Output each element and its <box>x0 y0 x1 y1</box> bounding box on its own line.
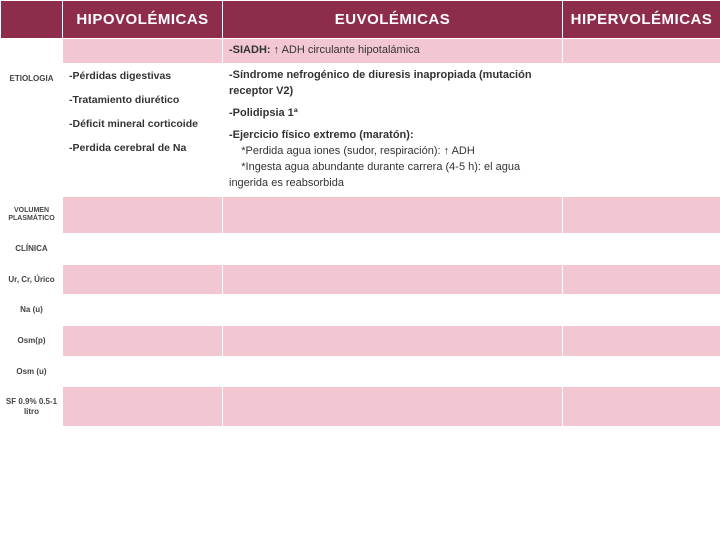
comparison-table: HIPOVOLÉMICAS EUVOLÉMICAS HIPERVOLÉMICAS… <box>0 0 720 427</box>
cell-eu-sf <box>223 387 563 427</box>
row-osmp: Osm(p) <box>1 326 720 357</box>
cell-eu-etiologia: -Síndrome nefrogénico de diuresis inapro… <box>223 63 563 196</box>
eu-line4: -Ejercicio físico extremo (maratón): *Pe… <box>229 128 556 192</box>
hipo-item-1: -Pérdidas digestivas <box>69 70 216 82</box>
cell-hipo-cli <box>63 234 223 265</box>
row-sf: SF 0.9% 0.5-1 litro <box>1 387 720 427</box>
eu-line4c: ADH <box>452 145 475 157</box>
eu-line4d: *Ingesta agua abundante durante carrera … <box>229 161 523 189</box>
cell-hipo-osmu <box>63 356 223 387</box>
cell-hipo-ur <box>63 264 223 295</box>
row-ur: Ur, Cr, Úrico <box>1 264 720 295</box>
rowlabel-etiologia: ETIOLOGIA <box>1 63 63 196</box>
cell-hiper-siadh <box>563 39 720 64</box>
rowlabel-osmp: Osm(p) <box>1 326 63 357</box>
cell-hipo-osmp <box>63 326 223 357</box>
cell-eu-osmp <box>223 326 563 357</box>
cell-blank-0 <box>1 39 63 64</box>
header-blank <box>1 1 63 39</box>
cell-hiper-osmu <box>563 356 720 387</box>
cell-hipo-sf <box>63 387 223 427</box>
rowlabel-osmu: Osm (u) <box>1 356 63 387</box>
header-row: HIPOVOLÉMICAS EUVOLÉMICAS HIPERVOLÉMICAS <box>1 1 720 39</box>
rowlabel-na: Na (u) <box>1 295 63 326</box>
arrow-up-icon: ↑ <box>274 44 280 56</box>
cell-hiper-osmp <box>563 326 720 357</box>
header-hipovolemicas: HIPOVOLÉMICAS <box>63 1 223 39</box>
cell-hiper-na <box>563 295 720 326</box>
eu-line4b: *Perdida agua iones (sudor, respiración)… <box>229 145 441 157</box>
row-volumen: VOLUMEN PLASMÁTICO <box>1 196 720 234</box>
cell-eu-cli <box>223 234 563 265</box>
row-osmu: Osm (u) <box>1 356 720 387</box>
cell-eu-osmu <box>223 356 563 387</box>
cell-hipo-na <box>63 295 223 326</box>
cell-hiper-sf <box>563 387 720 427</box>
rowlabel-clinica: CLÍNICA <box>1 234 63 265</box>
rowlabel-volumen: VOLUMEN PLASMÁTICO <box>1 196 63 234</box>
hipo-item-2: -Tratamiento diurético <box>69 94 216 106</box>
cell-eu-na <box>223 295 563 326</box>
siadh-label: -SIADH: <box>229 44 271 56</box>
rowlabel-ur: Ur, Cr, Úrico <box>1 264 63 295</box>
row-clinica: CLÍNICA <box>1 234 720 265</box>
cell-hiper-cli <box>563 234 720 265</box>
siadh-rest: ADH circulante hipotalámica <box>282 44 420 56</box>
rowlabel-sf: SF 0.9% 0.5-1 litro <box>1 387 63 427</box>
cell-hiper-vol <box>563 196 720 234</box>
header-euvolemicas: EUVOLÉMICAS <box>223 1 563 39</box>
cell-hipo-etiologia: -Pérdidas digestivas -Tratamiento diurét… <box>63 63 223 196</box>
hipo-item-4: -Perdida cerebral de Na <box>69 142 216 154</box>
eu-line3-text: -Polidipsia 1ª <box>229 107 298 119</box>
cell-hiper-ur <box>563 264 720 295</box>
hipo-item-3: -Déficit mineral corticoide <box>69 118 216 130</box>
cell-hipo-siadh <box>63 39 223 64</box>
arrow-up-icon-2: ↑ <box>444 145 450 157</box>
eu-line4a: -Ejercicio físico extremo (maratón): <box>229 129 414 141</box>
cell-hipo-vol <box>63 196 223 234</box>
eu-line2: -Síndrome nefrogénico de diuresis inapro… <box>229 68 556 100</box>
eu-line2a: -Síndrome nefrogénico de diuresis inapro… <box>229 69 476 81</box>
cell-hiper-etiologia <box>563 63 720 196</box>
row-na: Na (u) <box>1 295 720 326</box>
cell-eu-siadh: -SIADH: ↑ ADH circulante hipotalámica <box>223 39 563 64</box>
cell-eu-vol <box>223 196 563 234</box>
eu-line3: -Polidipsia 1ª <box>229 106 556 122</box>
etiologia-row: ETIOLOGIA -Pérdidas digestivas -Tratamie… <box>1 63 720 196</box>
siadh-row: -SIADH: ↑ ADH circulante hipotalámica <box>1 39 720 64</box>
header-hipervolemicas: HIPERVOLÉMICAS <box>563 1 720 39</box>
cell-eu-ur <box>223 264 563 295</box>
